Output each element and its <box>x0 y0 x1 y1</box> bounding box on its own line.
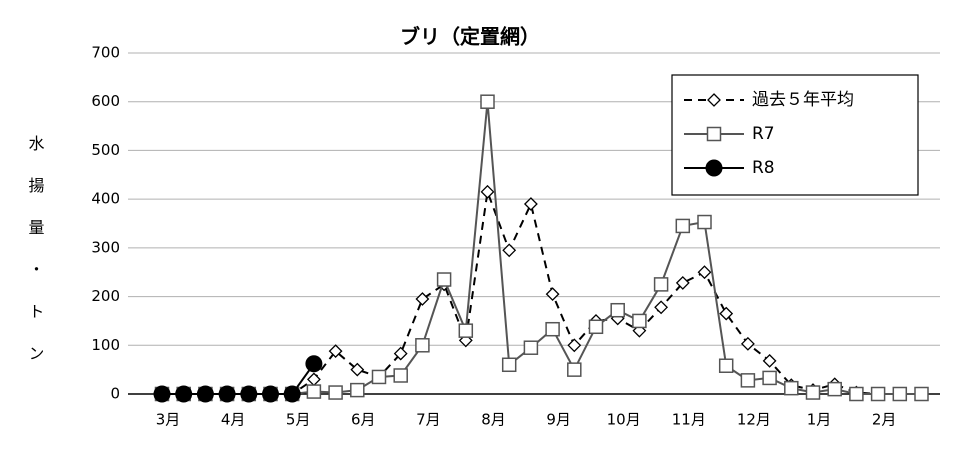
data-point <box>654 300 669 315</box>
data-point <box>870 386 886 402</box>
series-line <box>162 191 922 395</box>
data-point <box>892 386 908 402</box>
x-tick-label: 2月 <box>872 411 897 429</box>
data-point <box>762 353 777 368</box>
data-point <box>523 340 539 355</box>
data-point <box>480 184 495 199</box>
data-point <box>827 381 842 397</box>
data-point <box>262 385 279 403</box>
data-point <box>502 243 517 258</box>
y-axis-label: 水揚量・トン <box>26 135 45 387</box>
x-tick-label: 6月 <box>351 411 376 429</box>
x-tick-label: 4月 <box>221 411 246 429</box>
data-point <box>350 382 365 398</box>
data-point <box>283 385 301 403</box>
y-tick-label: 300 <box>91 238 120 256</box>
data-point <box>415 292 430 306</box>
data-point <box>458 323 474 338</box>
x-tick-label: 3月 <box>156 411 181 429</box>
legend-marker <box>705 159 723 177</box>
data-point <box>718 358 734 373</box>
data-point <box>480 94 495 109</box>
data-point <box>305 355 323 373</box>
data-point <box>675 218 691 234</box>
data-point <box>545 321 560 337</box>
data-point <box>762 370 777 386</box>
data-point <box>328 344 343 359</box>
data-point <box>371 369 387 385</box>
data-point <box>196 385 214 403</box>
y-tick-label: 700 <box>91 44 120 62</box>
data-point <box>697 265 712 280</box>
data-point <box>240 385 258 403</box>
data-point <box>632 313 647 329</box>
data-point <box>545 287 560 302</box>
data-point <box>306 384 322 399</box>
legend-label: 過去５年平均 <box>752 90 854 110</box>
y-tick-label: 600 <box>91 92 120 110</box>
legend-label: R7 <box>752 124 775 144</box>
y-tick-label: 500 <box>91 141 120 159</box>
data-point <box>523 197 538 211</box>
data-point <box>784 380 799 396</box>
data-point <box>436 272 452 287</box>
data-point <box>740 336 755 351</box>
data-point <box>393 346 408 361</box>
data-point <box>218 385 236 403</box>
data-point <box>415 338 430 353</box>
chart-title: ブリ（定置網） <box>400 25 540 49</box>
legend-marker <box>706 126 722 142</box>
x-tick-label: 12月 <box>737 411 771 429</box>
data-point <box>653 277 669 292</box>
x-tick-label: 8月 <box>481 411 506 429</box>
data-point <box>610 302 625 318</box>
y-tick-label: 100 <box>91 336 120 354</box>
data-point <box>849 386 864 402</box>
data-point <box>328 385 343 400</box>
x-tick-label: 7月 <box>416 411 441 429</box>
data-point <box>306 372 321 387</box>
data-point <box>175 385 193 403</box>
data-point <box>567 338 582 353</box>
data-point <box>588 319 604 335</box>
x-tick-label: 1月 <box>807 411 832 429</box>
x-tick-label: 11月 <box>672 411 706 429</box>
data-point <box>350 362 365 377</box>
data-point <box>740 373 756 388</box>
data-point <box>675 276 690 290</box>
x-tick-label: 9月 <box>546 411 571 429</box>
y-tick-label: 200 <box>91 287 120 305</box>
data-point <box>697 214 712 230</box>
data-point <box>567 362 582 377</box>
y-tick-label: 400 <box>91 190 120 208</box>
data-point <box>805 385 821 400</box>
legend-label: R8 <box>752 158 775 178</box>
x-tick-label: 10月 <box>607 411 641 429</box>
legend-marker <box>707 93 721 107</box>
data-point <box>501 357 517 373</box>
x-tick-label: 5月 <box>286 411 311 429</box>
data-point <box>393 368 408 383</box>
data-point <box>719 306 734 321</box>
data-point <box>153 385 171 403</box>
data-point <box>914 386 929 402</box>
y-tick-label: 0 <box>110 385 120 403</box>
